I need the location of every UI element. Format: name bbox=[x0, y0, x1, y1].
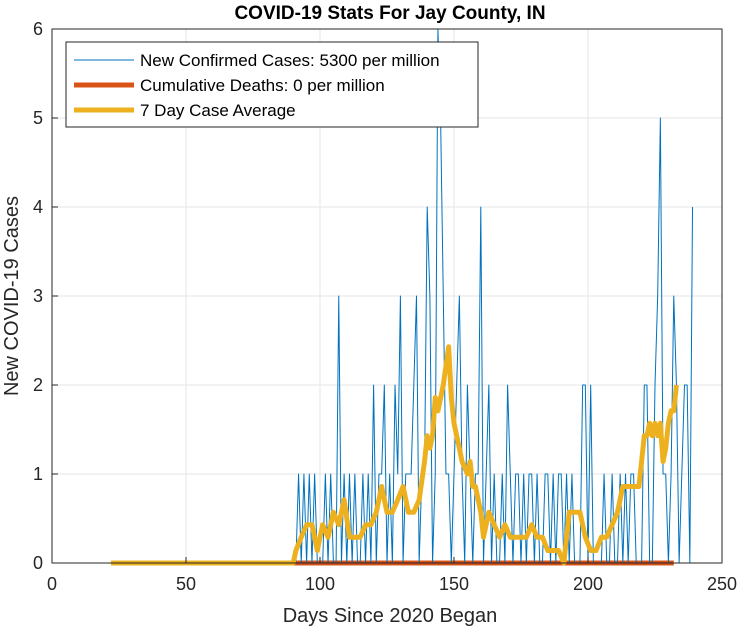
y-tick-label: 4 bbox=[33, 197, 43, 217]
y-axis-label: New COVID-19 Cases bbox=[1, 196, 23, 396]
legend-label-cumulative-deaths: Cumulative Deaths: 0 per million bbox=[140, 76, 385, 95]
seven-day-average-line bbox=[110, 344, 679, 566]
legend-box bbox=[65, 41, 479, 128]
y-tick-label: 0 bbox=[33, 553, 43, 573]
legend: New Confirmed Cases: 5300 per million Cu… bbox=[65, 41, 479, 128]
x-axis-label: Days Since 2020 Began bbox=[283, 605, 498, 627]
y-tick-label: 2 bbox=[33, 375, 43, 395]
y-tick-label: 1 bbox=[33, 464, 43, 484]
y-tick-label: 6 bbox=[33, 19, 43, 39]
tick-labels: 0 50 100 150 200 250 0 1 2 3 4 5 6 bbox=[33, 19, 737, 594]
x-tick-label: 0 bbox=[47, 574, 57, 594]
x-tick-label: 100 bbox=[305, 574, 335, 594]
chart-title: COVID-19 Stats For Jay County, IN bbox=[234, 3, 545, 24]
y-tick-label: 5 bbox=[33, 108, 43, 128]
y-tick-label: 3 bbox=[33, 286, 43, 306]
x-tick-label: 150 bbox=[439, 574, 469, 594]
legend-label-new-cases: New Confirmed Cases: 5300 per million bbox=[140, 51, 440, 70]
x-tick-label: 50 bbox=[176, 574, 196, 594]
x-tick-label: 200 bbox=[573, 574, 603, 594]
legend-label-seven-day-average: 7 Day Case Average bbox=[140, 101, 296, 120]
x-tick-label: 250 bbox=[707, 574, 737, 594]
